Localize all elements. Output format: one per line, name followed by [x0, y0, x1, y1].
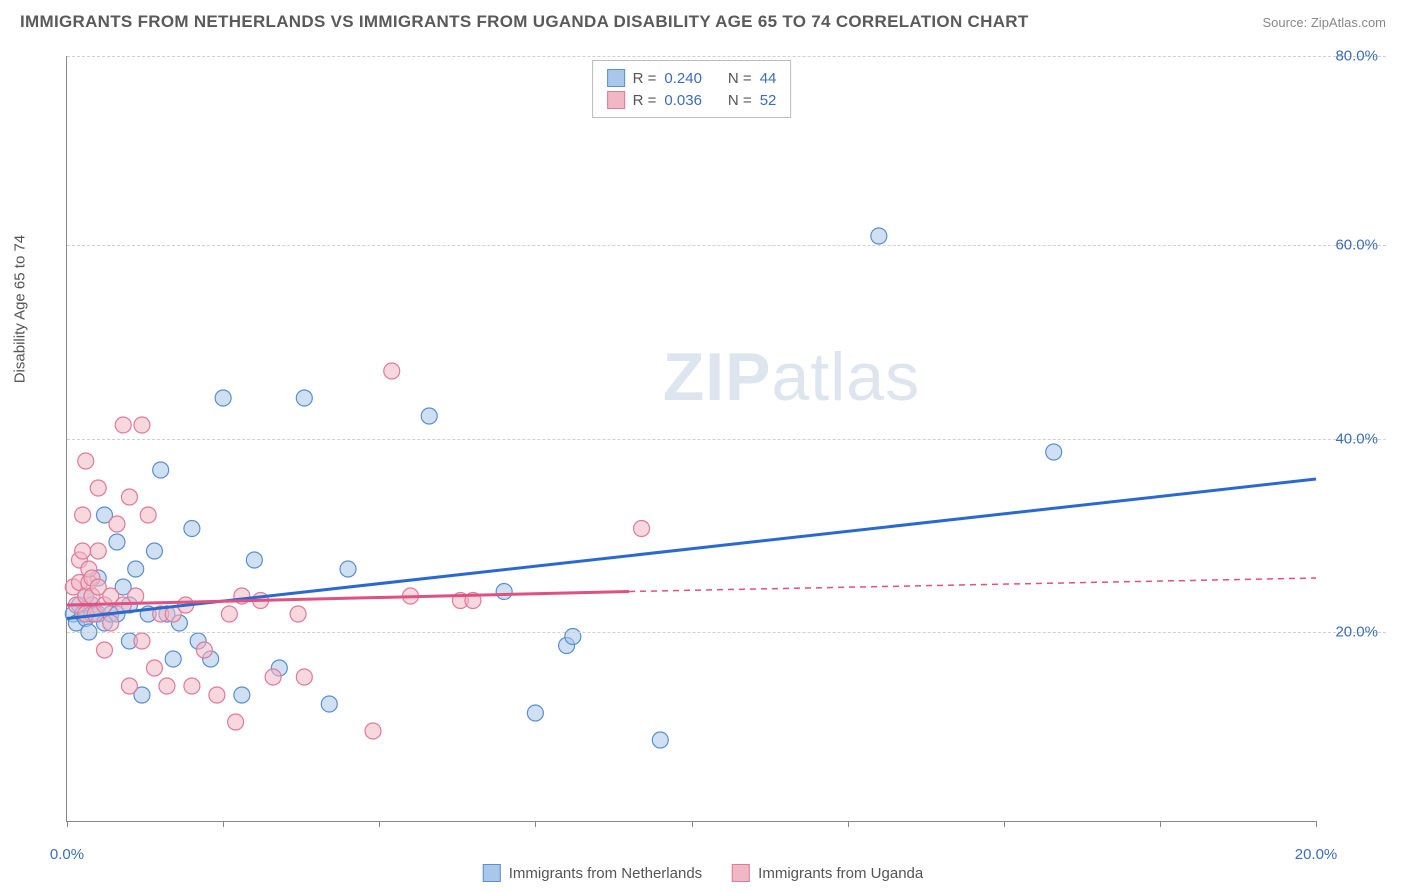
source-label: Source: ZipAtlas.com	[1262, 15, 1386, 30]
data-point	[128, 561, 144, 577]
data-point	[165, 651, 181, 667]
data-point	[215, 390, 231, 406]
y-tick-label: 80.0%	[1335, 48, 1378, 65]
legend-bottom: Immigrants from Netherlands Immigrants f…	[483, 864, 923, 882]
y-tick-label: 20.0%	[1335, 624, 1378, 641]
data-point	[565, 629, 581, 645]
data-point	[103, 615, 119, 631]
data-point	[290, 606, 306, 622]
data-point	[153, 462, 169, 478]
data-point	[109, 534, 125, 550]
data-point	[121, 489, 137, 505]
data-point	[221, 606, 237, 622]
trend-line	[67, 592, 629, 606]
data-point	[146, 543, 162, 559]
x-tick-label: 0.0%	[50, 846, 84, 863]
legend-bottom-item-netherlands: Immigrants from Netherlands	[483, 864, 702, 882]
data-point	[109, 516, 125, 532]
data-point	[90, 480, 106, 496]
legend-bottom-item-uganda: Immigrants from Uganda	[732, 864, 923, 882]
data-point	[384, 363, 400, 379]
legend-top: R = 0.240 N = 44 R = 0.036 N = 52	[592, 60, 792, 118]
data-point	[115, 417, 131, 433]
data-point	[340, 561, 356, 577]
data-point	[159, 678, 175, 694]
data-point	[246, 552, 262, 568]
data-point	[1046, 444, 1062, 460]
data-point	[134, 417, 150, 433]
y-tick-label: 60.0%	[1335, 237, 1378, 254]
data-point	[128, 588, 144, 604]
data-point	[140, 507, 156, 523]
x-tick-label: 20.0%	[1295, 846, 1338, 863]
data-point	[652, 732, 668, 748]
data-point	[121, 678, 137, 694]
data-point	[871, 228, 887, 244]
legend-top-row-1: R = 0.240 N = 44	[607, 67, 777, 89]
data-point	[209, 687, 225, 703]
chart-container: Disability Age 65 to 74 ZIPatlas R = 0.2…	[48, 56, 1386, 842]
legend-swatch-uganda	[607, 91, 625, 109]
legend-top-row-2: R = 0.036 N = 52	[607, 89, 777, 111]
data-point	[321, 696, 337, 712]
data-point	[146, 660, 162, 676]
y-axis-title: Disability Age 65 to 74	[12, 235, 29, 383]
data-point	[90, 543, 106, 559]
data-point	[75, 543, 91, 559]
data-point	[265, 669, 281, 685]
data-point	[184, 678, 200, 694]
data-point	[96, 642, 112, 658]
data-point	[421, 408, 437, 424]
y-tick-label: 40.0%	[1335, 430, 1378, 447]
data-point	[228, 714, 244, 730]
legend-swatch-uganda-bottom	[732, 864, 750, 882]
legend-swatch-netherlands-bottom	[483, 864, 501, 882]
plot-area: ZIPatlas R = 0.240 N = 44 R = 0.036 N = …	[66, 56, 1316, 822]
data-point	[527, 705, 543, 721]
data-point	[196, 642, 212, 658]
trend-line-dashed	[629, 578, 1316, 592]
data-point	[78, 453, 94, 469]
data-point	[296, 669, 312, 685]
header: IMMIGRANTS FROM NETHERLANDS VS IMMIGRANT…	[0, 0, 1406, 40]
data-point	[75, 507, 91, 523]
data-point	[134, 633, 150, 649]
data-point	[634, 521, 650, 537]
data-point	[496, 584, 512, 600]
data-point	[234, 687, 250, 703]
data-point	[365, 723, 381, 739]
data-point	[184, 521, 200, 537]
trend-line	[67, 479, 1316, 619]
data-point	[296, 390, 312, 406]
chart-title: IMMIGRANTS FROM NETHERLANDS VS IMMIGRANT…	[20, 12, 1029, 32]
legend-swatch-netherlands	[607, 69, 625, 87]
